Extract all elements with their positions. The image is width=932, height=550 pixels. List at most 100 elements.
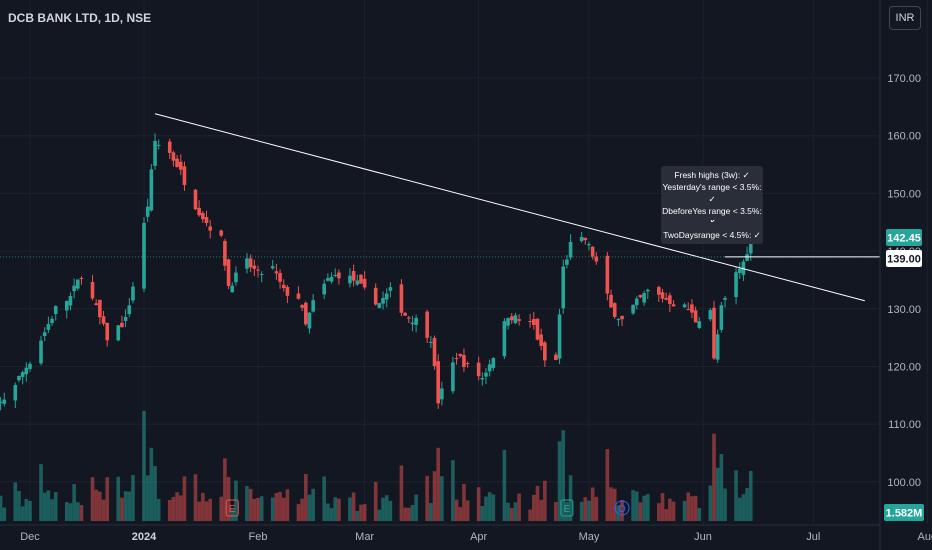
volume-bar xyxy=(127,491,132,521)
volume-bar xyxy=(451,460,455,521)
symbol-title[interactable]: DCB BANK LTD, 1D, NSE xyxy=(8,11,152,25)
volume-bar xyxy=(131,475,135,521)
volume-bar xyxy=(484,496,488,521)
candle-body xyxy=(502,321,507,357)
volume-bar xyxy=(660,493,665,521)
volume-bar xyxy=(278,491,282,521)
volume-bar xyxy=(399,465,404,521)
volume-bar xyxy=(440,476,444,521)
volume-bar xyxy=(281,497,286,521)
candle-body xyxy=(715,334,720,360)
candle-body xyxy=(90,282,95,299)
candle-body xyxy=(686,309,691,311)
candle-body xyxy=(657,287,661,295)
volume-bar xyxy=(359,504,363,521)
volume-bar xyxy=(248,488,253,521)
earnings-marker[interactable] xyxy=(560,499,574,517)
volume-bar xyxy=(565,501,569,521)
volume-bar xyxy=(532,494,536,521)
volume-bar xyxy=(646,494,650,521)
candle-body xyxy=(208,226,212,231)
candle-body xyxy=(642,293,646,303)
candle-body xyxy=(39,340,43,364)
volume-bar xyxy=(620,500,624,521)
tooltip-line: TwoDaysrange < 4.5%: ✓ xyxy=(663,230,761,240)
volume-bar xyxy=(642,495,646,521)
currency-button[interactable]: INR xyxy=(889,6,921,30)
candle-body xyxy=(384,293,389,300)
earnings-marker[interactable] xyxy=(225,499,239,517)
candle-body xyxy=(517,319,521,321)
candle-body xyxy=(46,324,51,330)
volume-bar xyxy=(377,509,382,521)
candle-body xyxy=(719,305,724,330)
candle-body xyxy=(42,332,47,337)
candle-body xyxy=(337,272,341,279)
volume-badge: 1.582M xyxy=(886,508,923,520)
candle-body xyxy=(557,314,562,359)
volume-bar xyxy=(17,490,21,521)
volume-bar xyxy=(719,454,724,521)
candle-body xyxy=(723,297,727,300)
volume-bar xyxy=(454,499,459,521)
volume-bar xyxy=(638,502,643,521)
candle-body xyxy=(167,141,172,153)
volume-bar xyxy=(708,485,713,521)
volume-bar xyxy=(543,480,547,521)
candle-body xyxy=(440,388,444,400)
volume-bar xyxy=(671,501,676,521)
candle-body xyxy=(64,301,69,311)
candle-body xyxy=(671,304,676,307)
volume-bar xyxy=(734,470,738,521)
candle-body xyxy=(668,295,672,305)
volume-bar xyxy=(311,488,315,521)
volume-bar xyxy=(208,498,212,521)
candle-body xyxy=(230,285,235,293)
volume-bar xyxy=(609,487,613,521)
candle-body xyxy=(101,316,106,324)
candle-body xyxy=(638,294,643,298)
y-tick-label: 170.00 xyxy=(887,73,921,85)
candle-body xyxy=(737,268,742,273)
trendline[interactable] xyxy=(154,113,865,302)
candle-body xyxy=(693,310,698,323)
candle-body xyxy=(20,372,25,377)
volume-bar xyxy=(223,458,227,521)
event-marker-label: E xyxy=(229,504,236,515)
volume-bar xyxy=(156,499,161,521)
candle-body xyxy=(50,318,54,324)
candle-body xyxy=(565,259,569,265)
candle-body xyxy=(377,303,382,308)
volume-bar xyxy=(252,498,257,521)
volume-bar xyxy=(53,492,58,521)
volume-bar xyxy=(42,492,47,521)
volume-bar xyxy=(723,488,727,521)
dividend-marker[interactable] xyxy=(614,500,630,516)
volume-bar xyxy=(491,494,496,521)
volume-bar xyxy=(105,477,110,521)
volume-bar xyxy=(39,464,43,521)
candle-body xyxy=(748,235,753,254)
candle-body xyxy=(72,285,76,292)
tooltip-line: Yesterday's range < 3.5%: ✓ xyxy=(662,182,762,204)
volume-bar xyxy=(142,410,146,521)
candle-body xyxy=(712,307,716,359)
volume-bar xyxy=(561,430,566,521)
y-tick-label: 110.00 xyxy=(888,419,921,431)
volume-bar xyxy=(182,476,187,521)
candle-body xyxy=(579,236,584,242)
volume-bar xyxy=(686,492,691,521)
candle-body xyxy=(120,322,124,328)
candle-body xyxy=(506,318,510,326)
volume-bar xyxy=(197,501,201,521)
volume-bar xyxy=(175,492,179,521)
candle-body xyxy=(491,358,496,369)
candle-body xyxy=(226,259,231,286)
candle-body xyxy=(53,306,58,314)
volume-bar xyxy=(329,508,334,521)
volume-bar xyxy=(348,497,352,521)
candle-body xyxy=(193,189,198,210)
candle-body xyxy=(451,362,455,392)
volume-bar xyxy=(285,489,290,521)
